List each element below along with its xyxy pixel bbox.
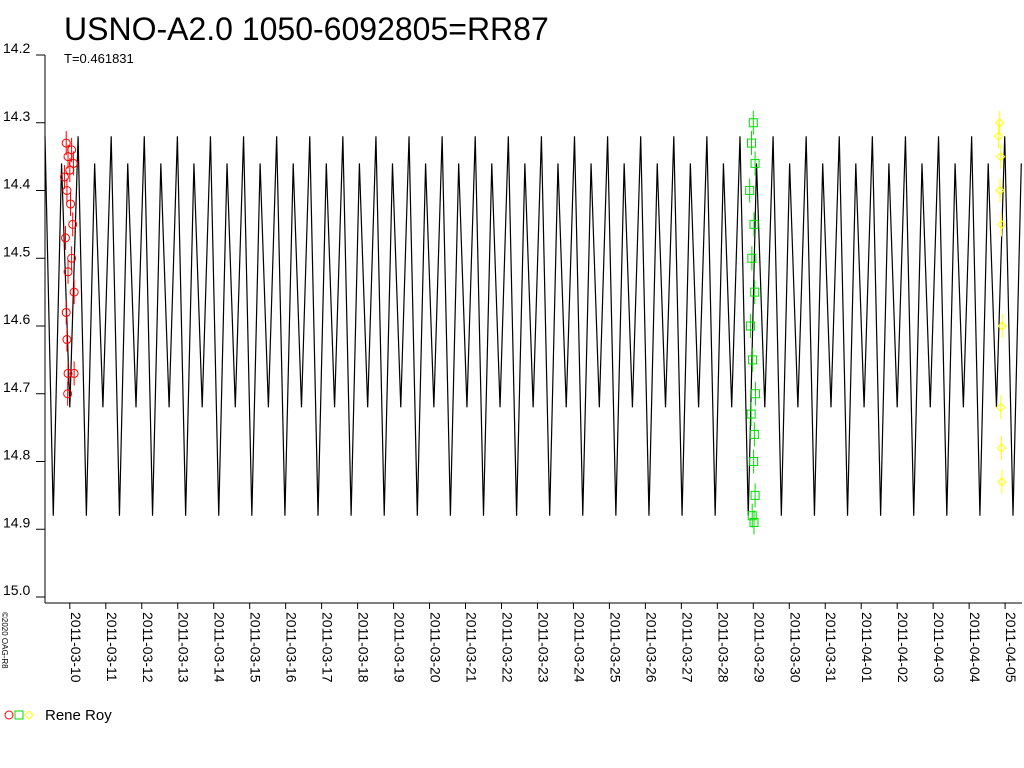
x-tick-label: 2011-03-28 <box>715 612 731 683</box>
x-tick-label: 2011-03-21 <box>464 612 480 683</box>
x-tick-label: 2011-03-31 <box>823 612 839 683</box>
data-point <box>750 287 760 297</box>
chart-title: USNO-A2.0 1050-6092805=RR87 <box>64 11 549 47</box>
data-point <box>750 389 760 399</box>
y-tick-label: 14.7 <box>3 379 30 395</box>
y-tick-label: 14.2 <box>3 40 30 56</box>
data-point <box>63 368 73 378</box>
x-tick-label: 2011-03-29 <box>751 612 767 683</box>
x-tick-label: 2011-03-10 <box>68 612 84 683</box>
x-tick-label: 2011-03-16 <box>284 612 300 683</box>
data-point <box>996 443 1007 453</box>
legend-label: Rene Roy <box>45 707 112 724</box>
data-point <box>748 355 758 365</box>
x-tick-label: 2011-03-25 <box>607 612 623 683</box>
x-tick-label: 2011-04-02 <box>895 612 911 683</box>
y-tick-label: 14.5 <box>3 243 30 259</box>
x-tick-label: 2011-03-22 <box>499 612 515 683</box>
data-point <box>747 511 757 521</box>
data-point <box>745 186 755 195</box>
y-tick-label: 15.0 <box>3 582 30 598</box>
x-tick-label: 2011-03-17 <box>320 612 336 683</box>
x-tick-label: 2011-03-27 <box>679 612 695 683</box>
data-point <box>747 253 757 263</box>
data-point <box>61 138 71 148</box>
x-tick-label: 2011-03-13 <box>176 612 192 683</box>
x-tick-label: 2011-03-24 <box>571 612 587 683</box>
data-point <box>62 335 72 345</box>
y-tick-label: 14.3 <box>3 108 30 124</box>
data-point <box>69 287 79 297</box>
data-point <box>997 321 1007 331</box>
chart-subtitle: T=0.461831 <box>64 51 134 66</box>
legend-symbol <box>24 710 34 720</box>
data-point <box>746 138 756 148</box>
data-point <box>749 429 759 439</box>
x-tick-label: 2011-03-12 <box>140 612 156 683</box>
legend-symbol <box>14 710 24 720</box>
data-point <box>749 457 759 466</box>
data-point <box>61 307 71 317</box>
data-point <box>996 219 1007 230</box>
x-tick-label: 2011-03-30 <box>787 612 803 683</box>
data-point <box>66 199 76 209</box>
data-point <box>993 131 1004 142</box>
data-point <box>750 158 760 168</box>
data-point <box>68 219 78 229</box>
x-tick-label: 2011-04-01 <box>859 612 875 683</box>
data-point <box>68 158 78 168</box>
x-tick-label: 2011-03-15 <box>248 612 264 683</box>
legend-symbol <box>4 710 14 720</box>
credit: ©2020 OAG-R8 <box>0 612 9 669</box>
data-point <box>62 186 72 195</box>
x-tick-label: 2011-03-14 <box>212 612 228 683</box>
data-point <box>994 118 1005 128</box>
data-point <box>61 233 71 243</box>
y-tick-label: 14.6 <box>3 311 30 327</box>
x-tick-label: 2011-03-23 <box>535 612 551 683</box>
y-tick-label: 14.9 <box>3 514 30 530</box>
data-point <box>746 409 756 419</box>
data-point <box>995 185 1005 196</box>
x-tick-label: 2011-03-11 <box>104 612 120 682</box>
data-point <box>69 368 79 378</box>
data-point <box>748 118 758 128</box>
x-tick-label: 2011-04-04 <box>967 612 983 683</box>
data-point <box>63 389 73 399</box>
x-tick-label: 2011-04-05 <box>1003 612 1019 683</box>
data-point <box>749 219 759 229</box>
data-point <box>59 172 69 182</box>
data-point <box>67 253 77 263</box>
data-point <box>996 151 1006 162</box>
data-point <box>750 490 760 500</box>
data-point <box>67 145 77 155</box>
x-tick-label: 2011-03-19 <box>392 612 408 683</box>
y-tick-label: 14.4 <box>3 176 30 192</box>
x-tick-label: 2011-03-18 <box>356 612 372 683</box>
data-point <box>749 517 759 527</box>
data-point <box>63 267 73 277</box>
x-tick-label: 2011-03-20 <box>428 612 444 683</box>
x-tick-label: 2011-04-03 <box>931 612 947 683</box>
y-tick-label: 14.8 <box>3 447 30 463</box>
model-curve <box>44 136 1022 516</box>
data-point <box>996 402 1006 413</box>
x-tick-label: 2011-03-26 <box>643 612 659 683</box>
data-point <box>745 321 755 331</box>
data-point <box>997 477 1007 487</box>
